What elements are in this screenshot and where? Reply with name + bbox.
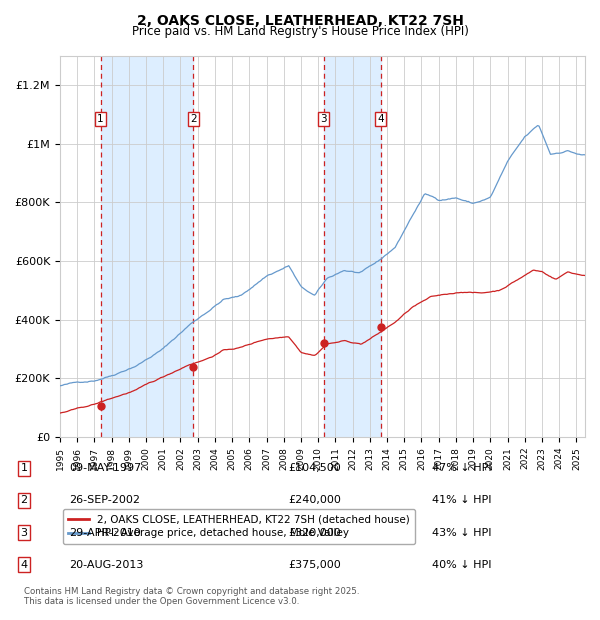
Text: 2: 2: [20, 495, 28, 505]
Text: 09-MAY-1997: 09-MAY-1997: [69, 463, 141, 473]
Text: 1: 1: [97, 113, 104, 124]
Text: 2, OAKS CLOSE, LEATHERHEAD, KT22 7SH: 2, OAKS CLOSE, LEATHERHEAD, KT22 7SH: [137, 14, 463, 28]
Bar: [324, 56, 381, 437]
Text: 3: 3: [20, 528, 28, 538]
Text: 26-SEP-2002: 26-SEP-2002: [69, 495, 140, 505]
Text: 2: 2: [190, 113, 197, 124]
Text: 1: 1: [20, 463, 28, 473]
Text: 47% ↓ HPI: 47% ↓ HPI: [432, 463, 491, 473]
Text: 20-AUG-2013: 20-AUG-2013: [69, 560, 143, 570]
Text: 3: 3: [320, 113, 327, 124]
Text: 29-APR-2010: 29-APR-2010: [69, 528, 141, 538]
Text: £104,500: £104,500: [288, 463, 341, 473]
Text: 4: 4: [377, 113, 384, 124]
Text: 43% ↓ HPI: 43% ↓ HPI: [432, 528, 491, 538]
Bar: [101, 56, 193, 437]
Text: £375,000: £375,000: [288, 560, 341, 570]
Text: 4: 4: [20, 560, 28, 570]
Legend: 2, OAKS CLOSE, LEATHERHEAD, KT22 7SH (detached house), HPI: Average price, detac: 2, OAKS CLOSE, LEATHERHEAD, KT22 7SH (de…: [62, 509, 415, 544]
Text: £320,000: £320,000: [288, 528, 341, 538]
Text: Price paid vs. HM Land Registry's House Price Index (HPI): Price paid vs. HM Land Registry's House …: [131, 25, 469, 38]
Text: Contains HM Land Registry data © Crown copyright and database right 2025.
This d: Contains HM Land Registry data © Crown c…: [24, 587, 359, 606]
Text: 41% ↓ HPI: 41% ↓ HPI: [432, 495, 491, 505]
Text: 40% ↓ HPI: 40% ↓ HPI: [432, 560, 491, 570]
Text: £240,000: £240,000: [288, 495, 341, 505]
